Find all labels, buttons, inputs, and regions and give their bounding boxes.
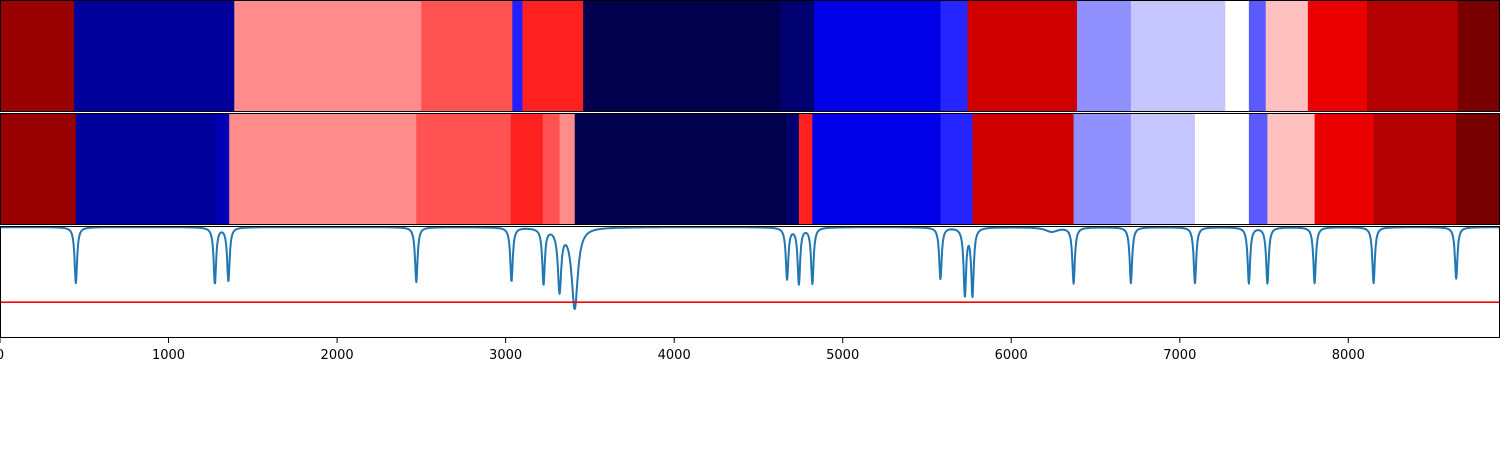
x-tick-label-7000: 7000	[1163, 348, 1196, 363]
heatmap-cell-2-11	[798, 113, 813, 225]
heatmap-cell-1-4	[421, 0, 513, 112]
signal-panel	[0, 226, 1500, 338]
heatmap-cell-2-14	[972, 113, 1075, 225]
x-tick-label-6000: 6000	[995, 348, 1028, 363]
heatmap-cell-2-17	[1194, 113, 1250, 225]
x-tick-label-0: 0	[0, 348, 4, 363]
x-tick-label-4000: 4000	[658, 348, 691, 363]
heatmap-cell-1-10	[940, 0, 969, 112]
heatmap-cell-2-6	[510, 113, 544, 225]
x-tick-label-2000: 2000	[321, 348, 354, 363]
x-tick-label-8000: 8000	[1332, 348, 1365, 363]
heatmap-cell-2-3	[215, 113, 230, 225]
heatmap-cell-2-22	[1456, 113, 1500, 225]
heatmap-cell-1-19	[1457, 0, 1500, 112]
heatmap-row-b	[0, 113, 1500, 225]
heatmap-cell-1-18	[1366, 0, 1459, 112]
x-tick-label-3000: 3000	[489, 348, 522, 363]
heatmap-cell-2-4	[229, 113, 417, 225]
x-tick-label-1000: 1000	[152, 348, 185, 363]
heatmap-cell-1-14	[1225, 0, 1250, 112]
heatmap-cell-2-7	[542, 113, 561, 225]
heatmap-cell-1-15	[1248, 0, 1267, 112]
heatmap-cell-1-5	[512, 0, 524, 112]
heatmap-cell-2-5	[416, 113, 512, 225]
heatmap-cell-1-16	[1265, 0, 1309, 112]
heatmap-cell-2-10	[787, 113, 800, 225]
heatmap-cell-2-2	[75, 113, 217, 225]
x-axis: 0 1000 2000 3000 4000 5000 6000 7000 8000	[0, 338, 1365, 363]
heatmap-cell-2-12	[812, 113, 942, 225]
heatmap-cell-2-20	[1314, 113, 1375, 225]
heatmap-cell-2-1	[0, 113, 77, 225]
heatmap-cell-2-16	[1130, 113, 1196, 225]
heatmap-cell-1-13	[1130, 0, 1226, 112]
heatmap-cell-2-13	[940, 113, 974, 225]
heatmap-cell-1-2	[74, 0, 235, 112]
heatmap-cell-2-9	[574, 113, 788, 225]
heatmap-cell-1-7	[583, 0, 781, 112]
heatmap-cell-2-19	[1267, 113, 1316, 225]
heatmap-cell-1-12	[1076, 0, 1132, 112]
heatmap-cell-1-17	[1307, 0, 1368, 112]
heatmap-cell-2-21	[1373, 113, 1457, 225]
heatmap-cell-1-3	[234, 0, 422, 112]
heatmap-cell-2-18	[1248, 113, 1269, 225]
heatmap-cell-1-8	[780, 0, 815, 112]
heatmap-cell-1-9	[814, 0, 942, 112]
signal-line	[0, 226, 1500, 310]
heatmap-cell-1-11	[967, 0, 1078, 112]
heatmap-cell-1-6	[522, 0, 584, 112]
heatmap-cell-1-1	[0, 0, 75, 112]
x-tick-label-5000: 5000	[826, 348, 859, 363]
heatmap-cell-2-15	[1073, 113, 1132, 225]
heatmap-row-a	[0, 0, 1500, 112]
heatmap-cell-2-8	[559, 113, 576, 225]
